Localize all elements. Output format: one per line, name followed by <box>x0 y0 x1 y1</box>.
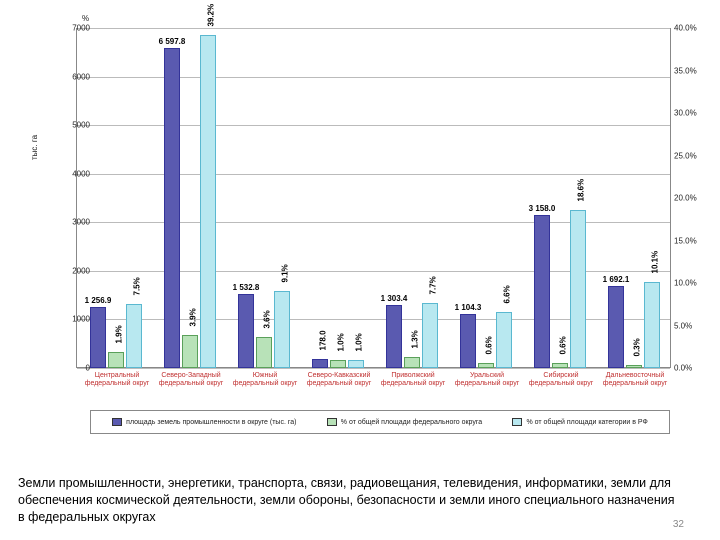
bar-series-2 <box>478 363 494 368</box>
bar-value: 1.3% <box>411 330 420 348</box>
bar-group: 1 104.3 0.6% 6.6% <box>452 28 526 368</box>
bar-series-3 <box>496 312 512 368</box>
bar-series-1 <box>534 215 550 368</box>
x-category-label: Дальневосточный федеральный округ <box>600 372 670 389</box>
bar-series-2 <box>626 365 642 368</box>
legend-item-1: площадь земель промышленности в округе (… <box>112 418 296 426</box>
bar-value: 3.6% <box>263 311 272 329</box>
bar-series-2 <box>552 363 568 368</box>
legend-item-2: % от общей площади федерального округа <box>327 418 482 426</box>
bar-value: 1 532.8 <box>233 283 260 292</box>
x-category-label: Центральный федеральный округ <box>82 372 152 389</box>
ytick-left: 7000 <box>50 24 90 33</box>
bar-group: 1 256.9 1.9% 7.5% <box>82 28 156 368</box>
bar-group: 178.0 1.0% 1.0% <box>304 28 378 368</box>
bar-value: 178.0 <box>319 331 328 351</box>
bar-series-3 <box>348 360 364 369</box>
ytick-left: 5000 <box>50 121 90 130</box>
bar-value: 18.6% <box>577 179 586 202</box>
x-category-label: Сибирский федеральный округ <box>526 372 596 389</box>
y-left-label: тыс. га <box>30 135 39 160</box>
bar-value: 6 597.8 <box>159 37 186 46</box>
bar-group: 1 303.4 1.3% 7.7% <box>378 28 452 368</box>
bar-series-1 <box>238 294 254 368</box>
page-number: 32 <box>673 519 684 530</box>
bar-value: 6.6% <box>503 285 512 303</box>
unit-label: % <box>82 14 89 23</box>
bar-value: 10.1% <box>651 251 660 274</box>
bar-group: 1 692.1 0.3% 10.1% <box>600 28 674 368</box>
ytick-right: 15.0% <box>674 236 697 245</box>
bar-series-1 <box>164 48 180 368</box>
bar-series-1 <box>90 307 106 368</box>
bar-value: 7.7% <box>429 276 438 294</box>
bar-series-2 <box>108 352 124 368</box>
ytick-left: 2000 <box>50 266 90 275</box>
bar-value: 1 303.4 <box>381 294 408 303</box>
bar-value: 9.1% <box>281 264 290 282</box>
ytick-left: 4000 <box>50 169 90 178</box>
bar-value: 0.6% <box>559 336 568 354</box>
bar-value: 0.3% <box>633 339 642 357</box>
bar-value: 1.9% <box>115 325 124 343</box>
legend-label: площадь земель промышленности в округе (… <box>126 419 296 426</box>
ytick-right: 0.0% <box>674 364 692 373</box>
bar-group: 1 532.8 3.6% 9.1% <box>230 28 304 368</box>
bar-series-1 <box>386 305 402 368</box>
bar-value: 1 692.1 <box>603 275 630 284</box>
x-category-label: Северо-Западный федеральный округ <box>156 372 226 389</box>
ytick-right: 35.0% <box>674 66 697 75</box>
bar-value: 1 256.9 <box>85 296 112 305</box>
ytick-right: 25.0% <box>674 151 697 160</box>
bar-series-2 <box>404 357 420 368</box>
bar-series-3 <box>422 303 438 368</box>
ytick-right: 30.0% <box>674 109 697 118</box>
ytick-left: 6000 <box>50 72 90 81</box>
bar-value: 3 158.0 <box>529 204 556 213</box>
ytick-right: 5.0% <box>674 321 692 330</box>
bar-series-2 <box>182 335 198 368</box>
chart-container: % тыс. га 1 256.91.9%7.5%6 597.83.9%39.2… <box>30 10 690 440</box>
caption: Земли промышленности, энергетики, трансп… <box>18 475 678 526</box>
bar-series-3 <box>126 304 142 368</box>
x-category-label: Северо-Кавказский федеральный округ <box>304 372 374 389</box>
ytick-right: 20.0% <box>674 194 697 203</box>
legend: площадь земель промышленности в округе (… <box>90 410 670 434</box>
bar-value: 7.5% <box>133 278 142 296</box>
bar-group: 6 597.83.9%39.2% <box>156 28 230 368</box>
x-category-label: Приволжский федеральный округ <box>378 372 448 389</box>
legend-label: % от общей площади категории в РФ <box>526 419 647 426</box>
bar-series-2 <box>256 337 272 368</box>
bar-value: 1.0% <box>355 333 364 351</box>
bar-value: 1 104.3 <box>455 303 482 312</box>
ytick-right: 10.0% <box>674 279 697 288</box>
bar-series-3 <box>200 35 216 368</box>
legend-label: % от общей площади федерального округа <box>341 419 482 426</box>
ytick-right: 40.0% <box>674 24 697 33</box>
bar-series-3 <box>274 291 290 368</box>
ytick-left: 3000 <box>50 218 90 227</box>
bar-series-1 <box>608 286 624 368</box>
bar-value: 0.6% <box>485 336 494 354</box>
bars-area: 1 256.91.9%7.5%6 597.83.9%39.2%1 532.83.… <box>76 28 671 368</box>
bar-value: 1.0% <box>337 333 346 351</box>
bar-series-2 <box>330 360 346 369</box>
x-category-label: Южный федеральный округ <box>230 372 300 389</box>
bar-value: 3.9% <box>189 308 198 326</box>
bar-value: 39.2% <box>207 4 216 27</box>
bar-series-1 <box>312 359 328 368</box>
legend-item-3: % от общей площади категории в РФ <box>512 418 647 426</box>
x-category-label: Уральский федеральный округ <box>452 372 522 389</box>
ytick-left: 1000 <box>50 315 90 324</box>
bar-series-3 <box>570 210 586 368</box>
bar-series-3 <box>644 282 660 368</box>
bar-series-1 <box>460 314 476 368</box>
bar-group: 3 158.0 0.6% 18.6% <box>526 28 600 368</box>
